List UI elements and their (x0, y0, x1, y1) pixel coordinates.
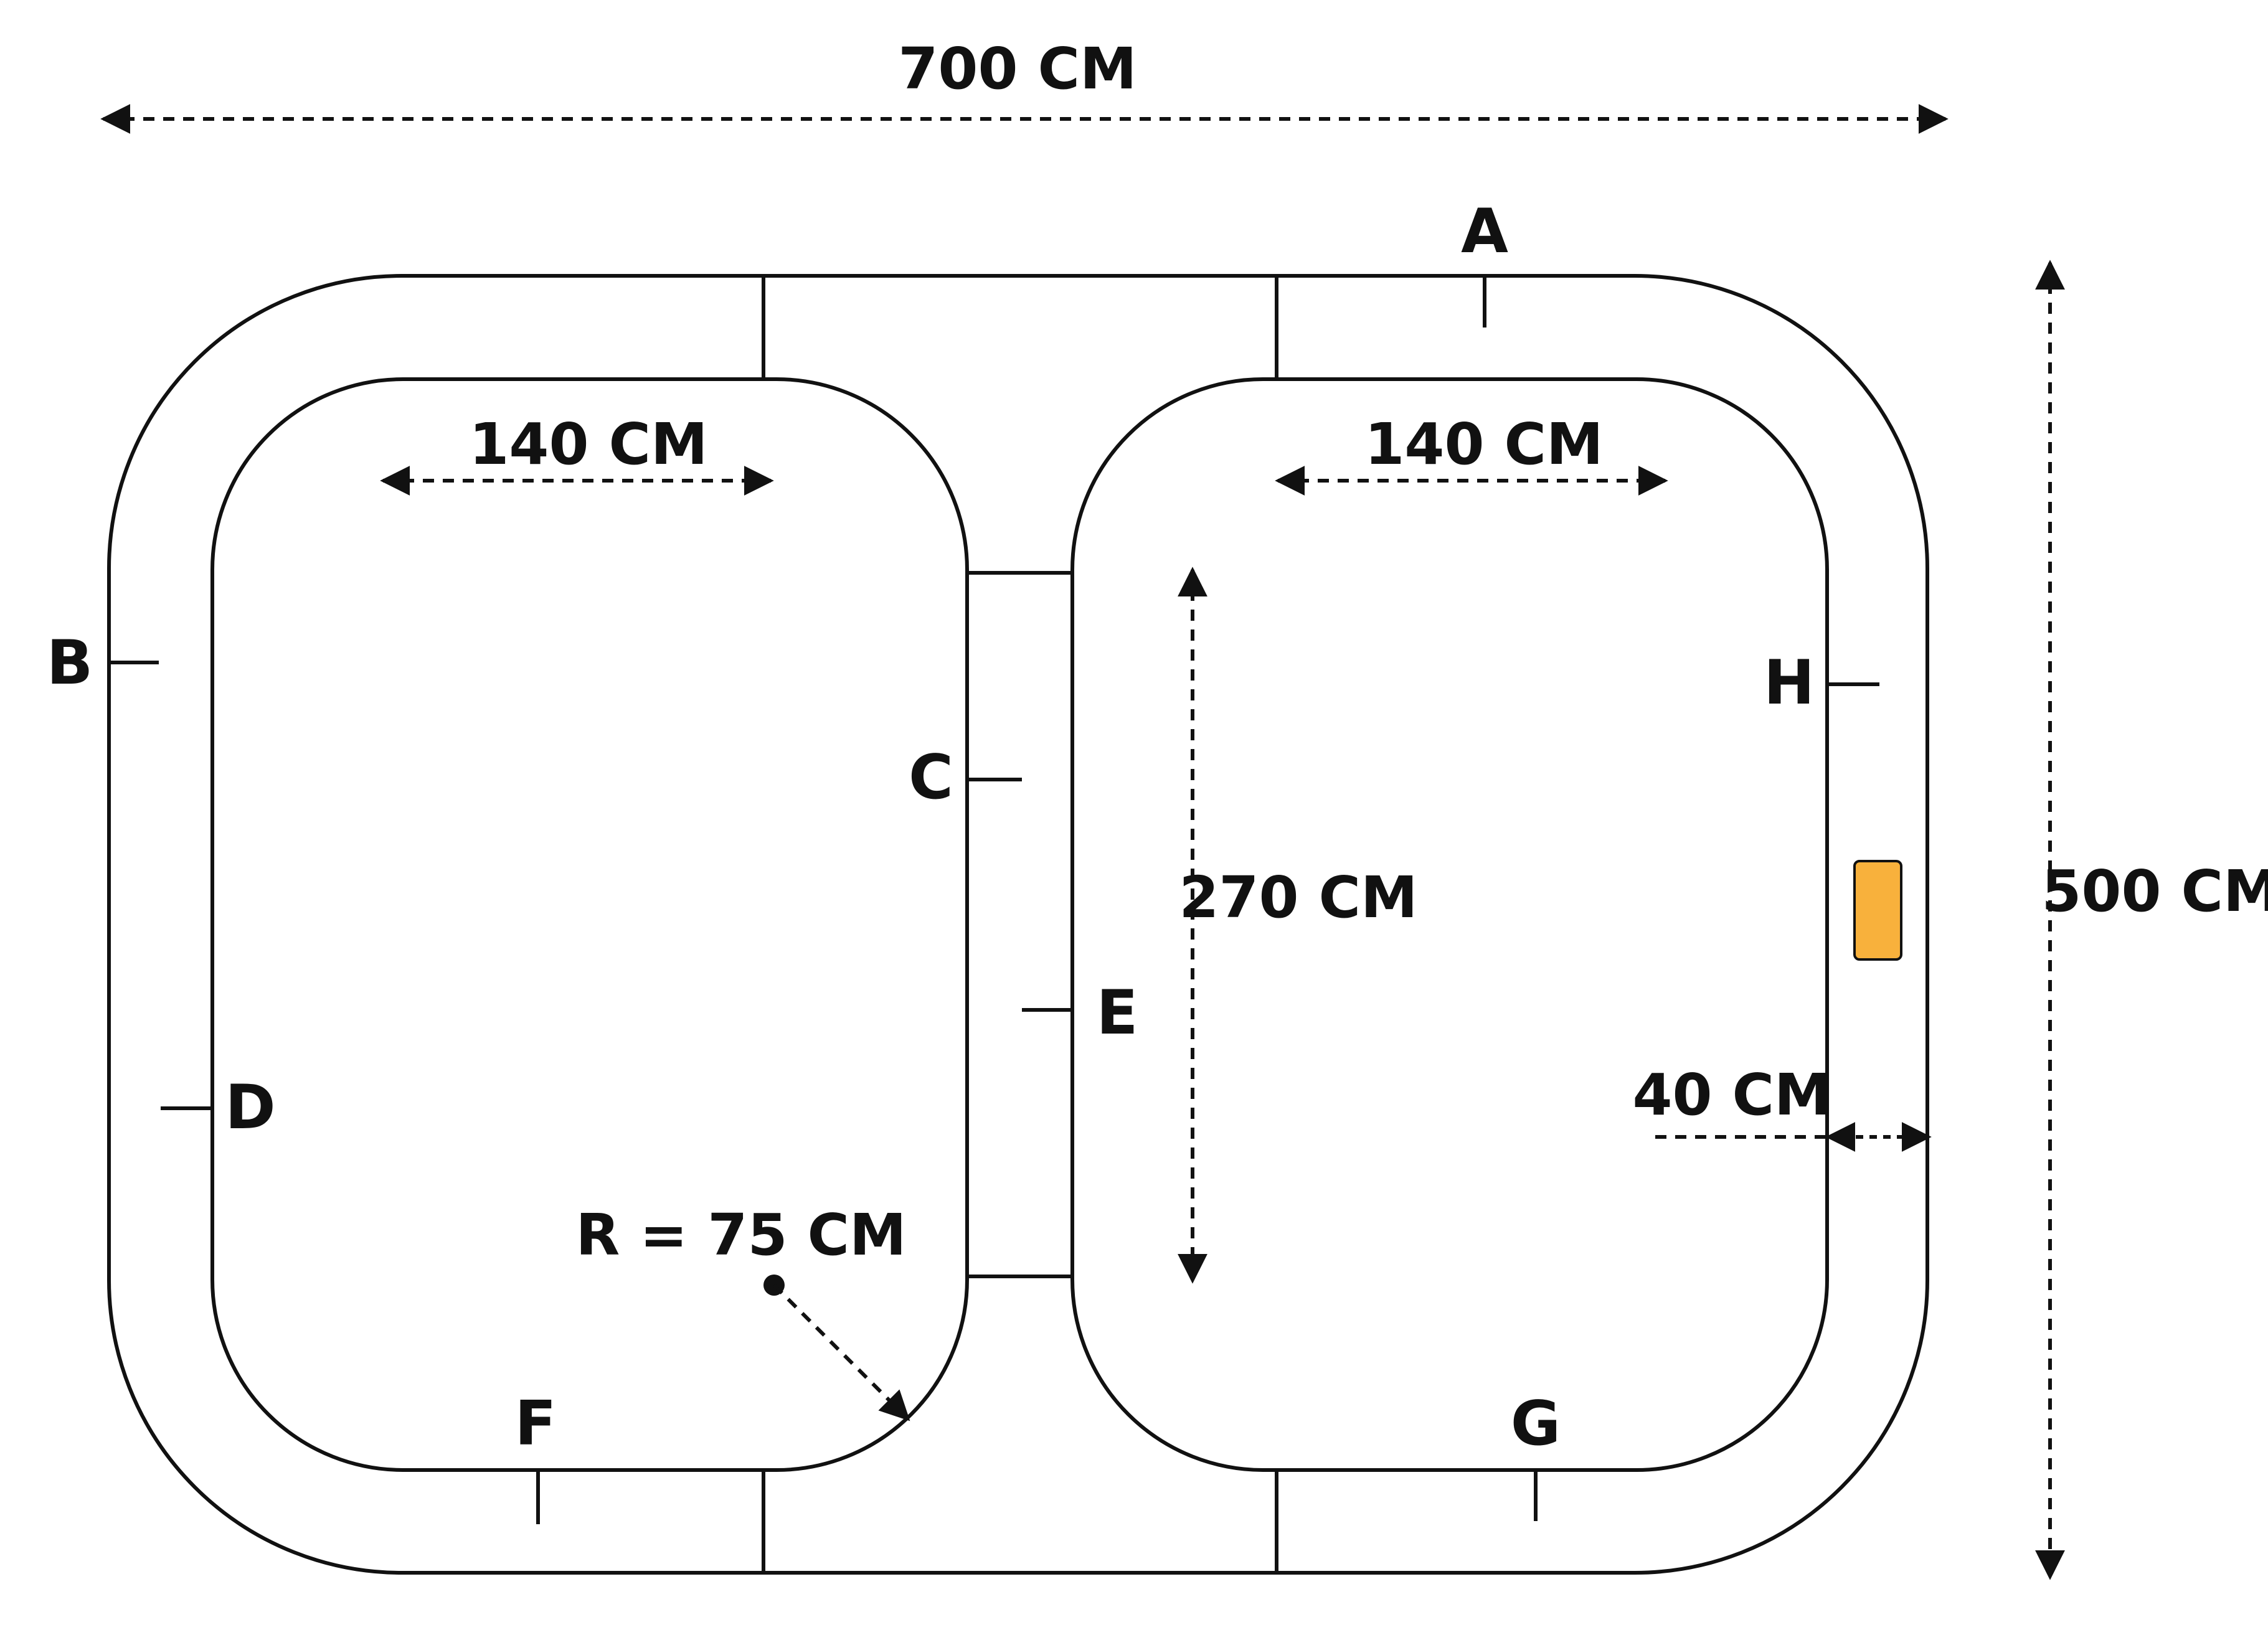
label-total-height: 500 CM (2041, 858, 2268, 925)
inner-left-loop (210, 377, 969, 1472)
label-total-width: 700 CM (898, 35, 1136, 102)
point-label-h: H (1764, 648, 1815, 719)
label-inner-straight: 270 CM (1179, 864, 1417, 931)
point-label-c: C (909, 742, 953, 813)
point-label-d: D (225, 1072, 275, 1143)
dim-arrow-radius (772, 1283, 910, 1421)
point-label-f: F (515, 1388, 557, 1459)
label-inner-width-left: 140 CM (469, 411, 707, 478)
marker-block (1853, 860, 1902, 961)
label-radius: R = 75 CM (575, 1202, 906, 1268)
label-lane-width: 40 CM (1632, 1062, 1831, 1128)
label-inner-width-right: 140 CM (1364, 411, 1603, 478)
inner-right-loop (1070, 377, 1829, 1472)
point-label-g: G (1511, 1388, 1561, 1459)
point-label-b: B (47, 628, 93, 699)
outer-track-boundary (107, 274, 1929, 1575)
point-label-a: A (1461, 196, 1508, 267)
point-label-e: E (1097, 978, 1138, 1049)
